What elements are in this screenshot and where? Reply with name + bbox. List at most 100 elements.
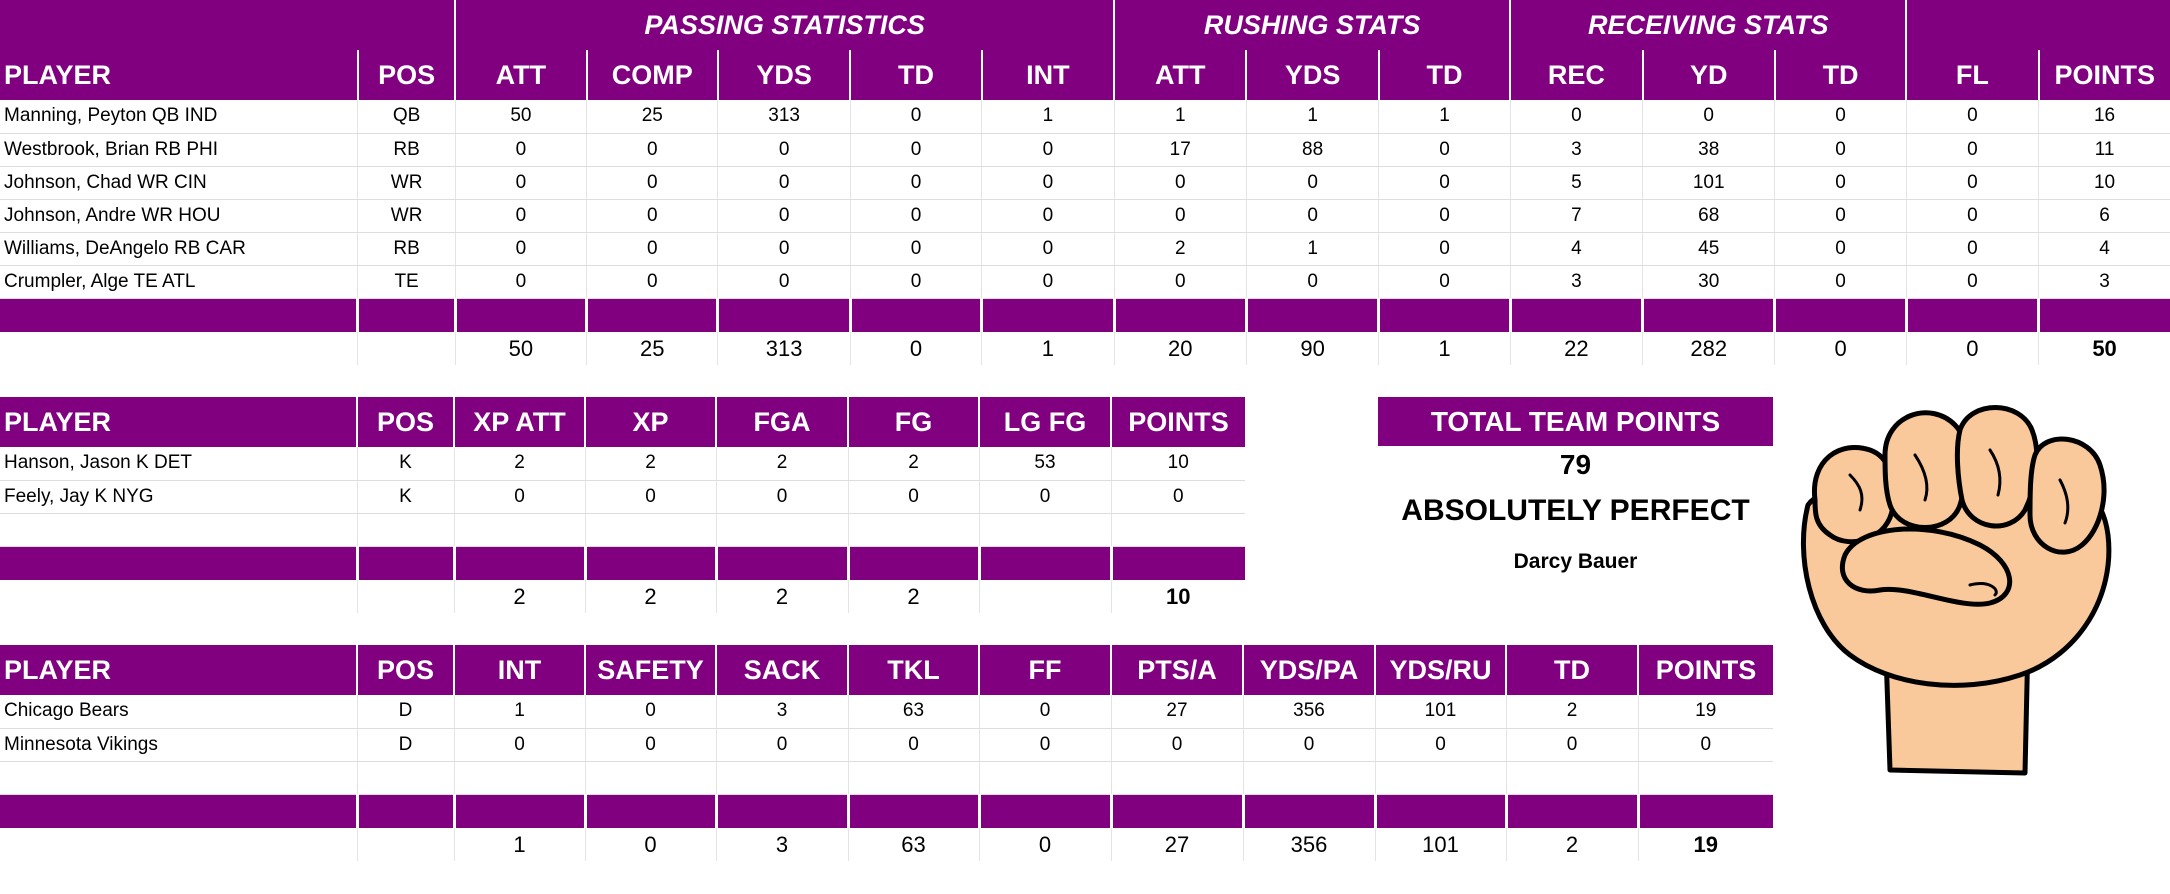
table-cell: 313: [717, 100, 851, 134]
total-cell: 2: [1505, 828, 1638, 861]
table-cell: 0: [1509, 100, 1643, 134]
table-cell: 0: [584, 480, 716, 514]
table-cell: 11: [2038, 133, 2170, 167]
total-cell: 19: [1637, 828, 1773, 861]
table-cell: 7: [1509, 199, 1643, 233]
table-cell: 0: [1113, 166, 1247, 200]
table-cell: 0: [1113, 265, 1247, 299]
misc-group-blank: [1905, 0, 2170, 50]
total-team-points-value: 79: [1559, 449, 1592, 480]
column-header: POINTS: [2037, 50, 2170, 100]
table-cell: 2: [1113, 232, 1247, 266]
table-cell: 0: [1378, 232, 1511, 266]
table-cell: 1: [981, 100, 1115, 134]
table-cell: 63: [847, 695, 979, 729]
table-cell: 0: [454, 232, 587, 266]
offense-separator-bar: [0, 298, 2170, 332]
column-header: TKL: [847, 645, 979, 695]
receiving-group-header: RECEIVING STATS: [1509, 0, 1907, 50]
table-cell: 0: [586, 199, 718, 233]
total-cell: 10: [1110, 580, 1245, 613]
table-cell: 16: [2038, 100, 2170, 134]
table-cell: [453, 761, 585, 795]
table-cell: 0: [1245, 199, 1379, 233]
table-cell: 0: [1774, 166, 1907, 200]
table-row: Manning, Peyton QB IND QB 50 25 313 0 1 1 1 1 0 0 0 0…: [0, 100, 2170, 134]
table-cell: WR: [357, 166, 456, 200]
table-cell: [715, 761, 848, 795]
table-row: Westbrook, Brian RB PHI RB 0 0 0 0 0 17 88 0 3 38 0 0…: [0, 133, 2170, 167]
table-cell: 3: [1509, 133, 1643, 167]
total-cell: 282: [1642, 332, 1775, 365]
table-cell: 0: [454, 166, 587, 200]
table-cell: 0: [849, 166, 982, 200]
total-cell: 2: [715, 580, 848, 613]
column-header: FGA: [715, 397, 848, 447]
table-cell: [847, 761, 979, 795]
table-cell: 0: [849, 232, 982, 266]
kicker-separator-bar: [0, 546, 1245, 580]
table-cell: RB: [357, 133, 456, 167]
table-cell: [715, 513, 848, 547]
table-row: [0, 513, 1245, 547]
table-cell: 101: [1374, 695, 1506, 729]
table-cell: 0: [586, 166, 718, 200]
table-cell: 0: [1505, 728, 1638, 762]
table-cell: 0: [1905, 133, 2039, 167]
table-cell: 4: [2038, 232, 2170, 266]
table-cell: QB: [357, 100, 456, 134]
column-header: REC: [1509, 50, 1643, 100]
total-cell: [0, 580, 357, 613]
column-header: TD: [849, 50, 982, 100]
column-header: POINTS: [1110, 397, 1245, 447]
table-cell: 2: [1505, 695, 1638, 729]
table-cell: 0: [1905, 100, 2039, 134]
defense-body: Chicago Bears D 1 0 3 63 0 27 356 101 2 19 Minnesota…: [0, 695, 1773, 795]
table-cell: [453, 513, 585, 547]
table-cell: 0: [849, 265, 982, 299]
total-cell: 0: [584, 828, 716, 861]
table-cell: 0: [454, 133, 587, 167]
table-cell: 0: [717, 199, 851, 233]
table-cell: 0: [454, 265, 587, 299]
offense-group-header-row: PASSING STATISTICS RUSHING STATS RECEIVI…: [0, 0, 2170, 50]
table-cell: 0: [586, 265, 718, 299]
table-cell: RB: [357, 232, 456, 266]
table-cell: 356: [1242, 695, 1375, 729]
player-name-cell: Johnson, Andre WR HOU: [0, 199, 358, 233]
offense-table: PASSING STATISTICS RUSHING STATS RECEIVI…: [0, 0, 2170, 365]
table-cell: 0: [1774, 100, 1907, 134]
table-cell: [1374, 761, 1506, 795]
player-name-cell: Chicago Bears: [0, 695, 357, 729]
player-name-cell: Manning, Peyton QB IND: [0, 100, 358, 134]
column-header: TD: [1377, 50, 1511, 100]
table-cell: 0: [1374, 728, 1506, 762]
offense-column-header-row: PLAYER POS ATT COMP YDS TD INT ATT YDS T…: [0, 50, 2170, 100]
total-cell: 2: [847, 580, 979, 613]
table-cell: 0: [849, 133, 982, 167]
total-cell: 2: [453, 580, 585, 613]
table-row: Crumpler, Alge TE ATL TE 0 0 0 0 0 0 0 0 3 30 0 0 3: [0, 265, 2170, 299]
table-cell: 0: [717, 166, 851, 200]
defense-totals: 1 0 3 63 0 27 356 101 2 19: [0, 828, 1773, 861]
table-cell: 0: [1774, 133, 1907, 167]
total-cell: 90: [1245, 332, 1379, 365]
offense-body: Manning, Peyton QB IND QB 50 25 313 0 1 1 1 1 0 0 0 0…: [0, 100, 2170, 299]
table-cell: 0: [847, 480, 979, 514]
kicker-column-header-row: PLAYER POS XP ATT XP FGA FG LG FG POINTS: [0, 397, 1245, 447]
player-name-cell: Hanson, Jason K DET: [0, 447, 357, 481]
column-header: INT: [453, 645, 585, 695]
table-cell: 0: [1378, 199, 1511, 233]
table-cell: 25: [586, 100, 718, 134]
table-cell: 0: [715, 480, 848, 514]
player-name-cell: Feely, Jay K NYG: [0, 480, 357, 514]
column-header: YD: [1641, 50, 1775, 100]
table-cell: 0: [1905, 265, 2039, 299]
table-cell: WR: [357, 199, 456, 233]
table-cell: 0: [981, 166, 1115, 200]
player-name-cell: [0, 513, 357, 547]
table-cell: 0: [454, 199, 587, 233]
total-team-points-header: TOTAL TEAM POINTS: [1378, 397, 1773, 446]
total-cell: 27: [1110, 828, 1243, 861]
table-row: Hanson, Jason K DET K 2 2 2 2 53 10: [0, 447, 1245, 481]
